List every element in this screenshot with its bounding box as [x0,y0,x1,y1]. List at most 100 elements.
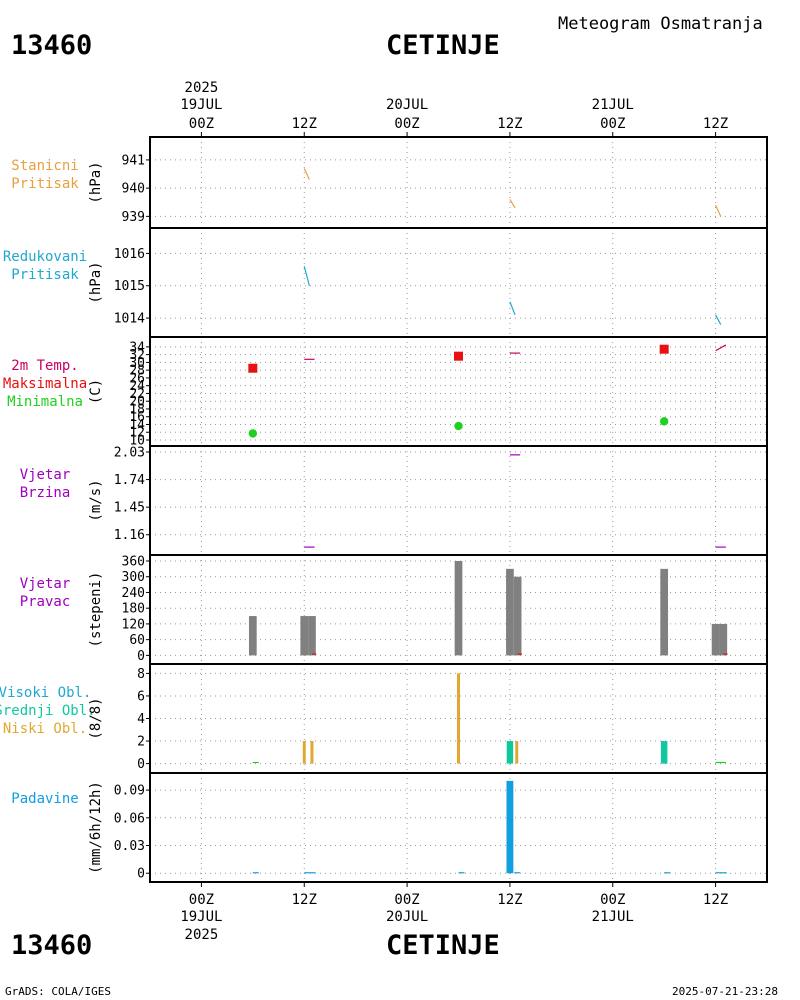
panel-reduced-pressure: 1014 1015 1016 (hPa)Redukovani Pritisak [3,227,768,338]
series-bar [513,576,522,656]
panel-cloud-cover: 0 2 4 6 8 (8/8)Visoki Obl. Srednji Obl. Niski O… [0,663,768,774]
variable-label: Pritisak [11,176,79,192]
variable-label: Redukovani [3,249,87,265]
variable-label: 2m Temp. [11,358,78,374]
ytick-label: 941 [122,153,145,168]
ytick-label: 34 [129,340,145,355]
bottom-time-label-0: 00Z [189,892,214,908]
unit-label: (m/s) [88,479,104,521]
bottom-year-label-0: 2025 [185,927,219,943]
series-bar [300,616,309,656]
unit-label: (C) [88,379,104,404]
series-bar [302,741,306,764]
station-id-top: 13460 [11,30,93,61]
bottom-time-label-2: 00Z [394,892,419,908]
ytick-label: 16 [129,410,145,425]
ytick-label: 4 [137,712,145,727]
ytick-label: 6 [137,689,145,704]
ytick-label: 2.03 [114,446,145,461]
series-segment [715,314,722,325]
variable-label: Minimalna [7,394,83,410]
unit-label: (8/8) [88,697,104,739]
series-bar [719,623,728,656]
ytick-label: 10 [129,434,145,449]
variable-label: Pravac [20,594,71,610]
ytick-label: 300 [122,570,145,585]
unit-label: (hPa) [88,161,104,203]
min-temp-marker [248,429,258,438]
top-time-label-4: 00Z [600,116,625,132]
series-segment [715,204,722,217]
ytick-label: 1.45 [114,501,145,516]
min-temp-marker [454,421,463,431]
variable-label: Pritisak [11,267,79,283]
ytick-label: 1.16 [114,528,145,543]
ytick-label: 360 [122,555,145,570]
series-segment [509,301,516,316]
panel-wind-speed: 1.16 1.45 1.74 2.03 (m/s) Vjetar Brzina [20,445,768,556]
unit-label: (mm/6h/12h) [88,781,104,874]
series-bar [248,616,257,656]
max-temp-marker [659,344,669,354]
ytick-label: 1014 [114,312,145,327]
series-bar [660,568,669,656]
ytick-label: 30 [129,356,145,371]
series-bar [506,741,514,764]
ytick-label: 180 [122,602,145,617]
max-temp-marker [454,351,463,361]
panel-frame [149,445,768,556]
series-bar [506,780,514,874]
ytick-label: 2 [137,735,145,750]
variable-label: Vjetar [20,576,71,592]
top-time-label-0: 00Z [189,116,214,132]
top-time-label-1: 12Z [292,116,317,132]
variable-label: Maksimalna [3,376,87,392]
ytick-label: 20 [129,395,145,410]
ytick-label: 32 [129,348,145,363]
chart-title: Meteogram Osmatranja [558,14,763,34]
ytick-label: 0 [137,649,145,664]
variable-label: Visoki Obl. [0,685,91,701]
unit-label: (stepeni) [88,572,104,648]
series-bar [711,623,720,656]
ytick-label: 12 [129,426,145,441]
ytick-label: 14 [129,418,145,433]
series-bar [308,616,316,656]
panel-frame [149,136,768,229]
ytick-label: 0 [137,757,145,772]
ytick-label: 24 [129,379,145,394]
ytick-label: 0.06 [114,811,145,826]
series-bar [506,568,514,656]
series-bar [454,561,463,656]
bottom-time-label-5: 12Z [703,892,728,908]
ytick-label: 0 [137,867,145,882]
max-temp-marker [248,363,258,373]
panel-precipitation: 0 0.03 0.06 0.09 (mm/6h/12h) Padavine [11,772,768,883]
variable-label: Srednji Obl. [0,703,96,719]
variable-label: Padavine [11,791,78,807]
variable-label: Stanicni [11,158,78,174]
station-name-bottom: CETINJE [386,930,500,961]
series-segment [715,344,727,352]
panel-frame [149,227,768,338]
top-date-label-2: 20JUL [386,97,428,113]
top-year-label-0: 2025 [185,80,219,96]
ytick-label: 26 [129,371,145,386]
ytick-label: 1016 [114,247,145,262]
ytick-label: 120 [122,617,145,632]
ytick-label: 18 [129,402,145,417]
ytick-label: 1.74 [114,473,145,488]
bottom-date-label-0: 19JUL [180,909,222,925]
bottom-date-label-4: 21JUL [592,909,634,925]
bottom-time-label-4: 00Z [600,892,625,908]
variable-label: Vjetar [20,467,71,483]
ytick-label: 60 [129,633,145,648]
ytick-label: 0.03 [114,839,145,854]
series-segment [509,199,516,209]
series-bar [310,741,314,764]
footer-software: GrADS: COLA/IGES [5,985,111,998]
